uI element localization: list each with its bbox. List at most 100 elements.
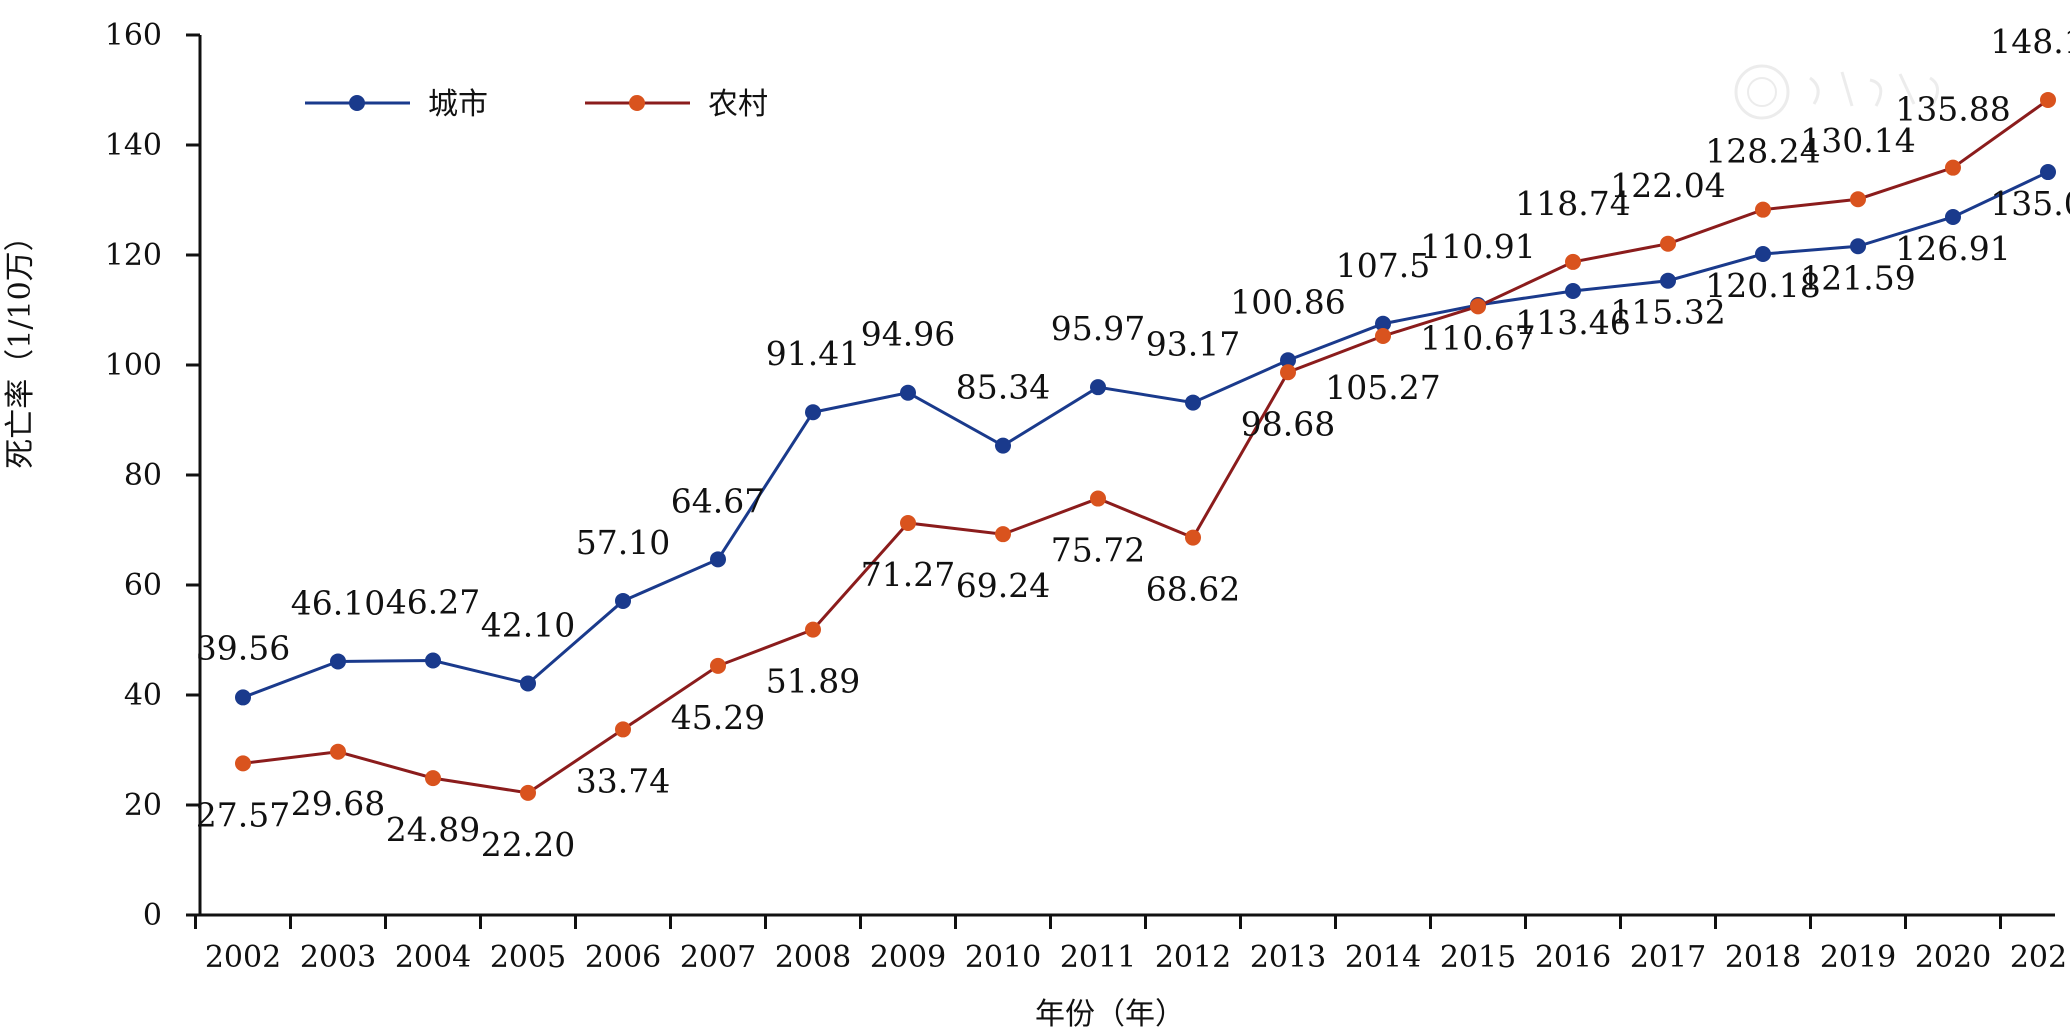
x-tick-label: 2021 xyxy=(2010,940,2070,975)
legend-label: 农村 xyxy=(708,87,768,122)
x-tick-label: 2009 xyxy=(870,940,946,975)
x-tick-label: 2007 xyxy=(680,940,756,975)
x-tick-label: 2010 xyxy=(965,940,1041,975)
legend-label: 城市 xyxy=(428,87,488,122)
data-point xyxy=(1755,246,1771,263)
x-tick-label: 2003 xyxy=(300,940,376,975)
data-point xyxy=(1280,352,1296,369)
data-label: 135.88 xyxy=(1895,90,2010,129)
data-point xyxy=(330,653,346,670)
data-label: 33.74 xyxy=(576,761,670,800)
x-tick-label: 2005 xyxy=(490,940,566,975)
data-point xyxy=(1850,238,1866,255)
data-point xyxy=(520,675,536,692)
data-point xyxy=(1755,201,1771,218)
y-tick-label: 60 xyxy=(124,568,162,603)
data-point xyxy=(425,770,441,787)
data-point xyxy=(1090,490,1106,507)
data-label: 93.17 xyxy=(1146,325,1240,364)
data-label: 94.96 xyxy=(861,315,955,354)
legend-marker xyxy=(349,95,365,111)
x-tick-label: 2002 xyxy=(205,940,281,975)
data-label: 110.91 xyxy=(1420,227,1535,266)
data-label: 24.89 xyxy=(386,810,480,849)
x-tick-label: 2013 xyxy=(1250,940,1326,975)
legend-marker xyxy=(629,95,645,111)
data-label: 107.5 xyxy=(1336,246,1430,285)
x-tick-label: 2018 xyxy=(1725,940,1801,975)
data-point xyxy=(520,784,536,801)
data-point xyxy=(1565,253,1581,270)
data-label: 46.27 xyxy=(386,583,480,622)
data-label: 69.24 xyxy=(956,566,1050,605)
y-tick-label: 0 xyxy=(143,898,162,933)
data-label: 105.27 xyxy=(1325,368,1440,407)
y-tick-label: 140 xyxy=(105,128,162,163)
data-point xyxy=(710,551,726,568)
series-line-rural xyxy=(242,98,2049,795)
data-point xyxy=(2040,91,2056,108)
x-axis-ticks: 2002 2003 2004 2005 2006 2007 2008 2009 2010 2011… xyxy=(194,915,2070,975)
data-point xyxy=(1375,315,1391,332)
data-label: 64.67 xyxy=(671,481,765,520)
y-tick-label: 20 xyxy=(124,788,162,823)
data-point xyxy=(995,526,1011,543)
data-label: 91.41 xyxy=(766,334,860,373)
data-point xyxy=(1185,529,1201,546)
data-label: 128.24 xyxy=(1705,132,1820,171)
data-label: 46.10 xyxy=(291,583,385,622)
data-label: 126.91 xyxy=(1895,229,2010,268)
x-tick-label: 2014 xyxy=(1345,940,1421,975)
watermark-logo xyxy=(1734,64,1939,120)
x-tick-label: 2016 xyxy=(1535,940,1611,975)
data-label: 118.74 xyxy=(1515,184,1630,223)
data-point xyxy=(900,384,916,401)
x-tick-label: 2011 xyxy=(1060,940,1136,975)
data-label: 121.59 xyxy=(1800,258,1915,297)
data-point xyxy=(900,515,916,532)
data-point xyxy=(1185,394,1201,411)
data-label: 57.10 xyxy=(576,523,670,562)
x-tick-label: 2019 xyxy=(1820,940,1896,975)
series-layer xyxy=(235,91,2056,801)
data-label: 27.57 xyxy=(196,795,290,834)
data-point xyxy=(710,657,726,674)
data-label: 39.56 xyxy=(196,628,290,667)
data-point xyxy=(805,404,821,421)
y-axis-title: 死亡率（1/10万） xyxy=(3,221,38,468)
y-tick-label: 80 xyxy=(124,458,162,493)
data-label: 130.14 xyxy=(1800,121,1915,160)
data-point xyxy=(1850,191,1866,208)
x-tick-label: 2006 xyxy=(585,940,661,975)
x-axis-title: 年份（年） xyxy=(1035,997,1185,1032)
data-point xyxy=(235,755,251,772)
data-point xyxy=(1660,235,1676,252)
data-point xyxy=(1375,328,1391,345)
y-axis-ticks: 0 20 40 60 80 100 120 140 160 xyxy=(105,18,200,933)
legend: 城市 农村 xyxy=(305,87,768,122)
data-label: 95.97 xyxy=(1051,309,1145,348)
data-point xyxy=(995,437,1011,454)
data-label: 85.34 xyxy=(956,368,1050,407)
data-point xyxy=(2040,164,2056,181)
data-point xyxy=(235,689,251,706)
data-point xyxy=(1565,282,1581,299)
data-label: 45.29 xyxy=(671,698,765,737)
data-label: 115.32 xyxy=(1610,293,1725,332)
data-label: 71.27 xyxy=(861,555,955,594)
x-tick-label: 2012 xyxy=(1155,940,1231,975)
data-label: 100.86 xyxy=(1230,282,1345,321)
data-label: 113.46 xyxy=(1515,303,1630,342)
data-label: 98.68 xyxy=(1241,404,1335,443)
data-point xyxy=(1470,298,1486,315)
data-point xyxy=(1660,272,1676,289)
data-point xyxy=(1945,208,1961,225)
series-line-city xyxy=(242,170,2049,699)
x-tick-label: 2017 xyxy=(1630,940,1706,975)
data-label: 75.72 xyxy=(1051,531,1145,570)
data-label: 135.08 xyxy=(1990,184,2070,223)
y-tick-label: 100 xyxy=(105,348,162,383)
data-label: 51.89 xyxy=(766,662,860,701)
